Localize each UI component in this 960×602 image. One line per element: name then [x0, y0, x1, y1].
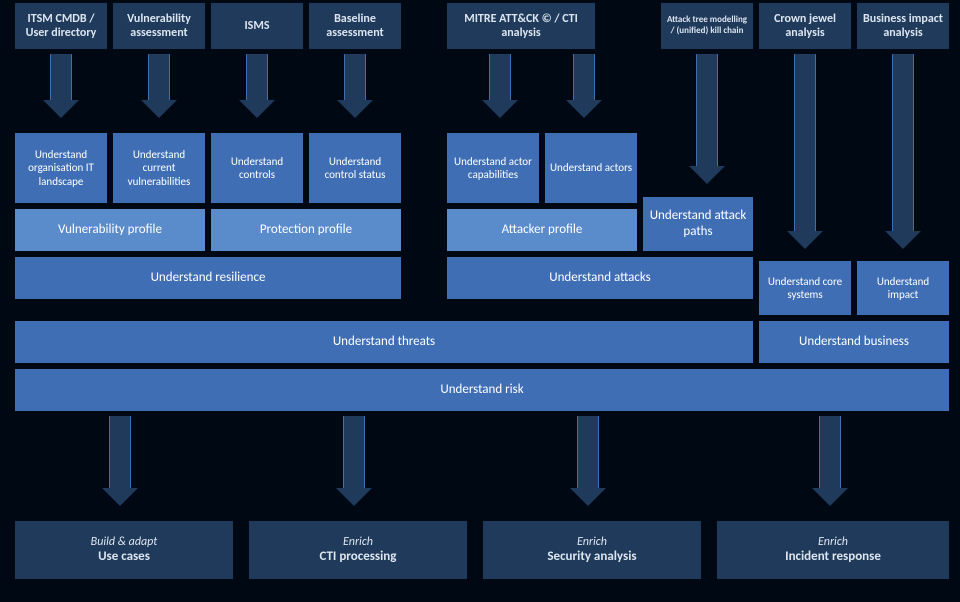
- output-o4: EnrichIncident response: [716, 520, 950, 580]
- arrow-bottom-0: [102, 416, 138, 506]
- top-header-h1: ITSM CMDB / User directory: [14, 2, 108, 50]
- arrow-top-0: [43, 54, 79, 118]
- tb-tb2: Understand business: [758, 320, 950, 364]
- arrow-top-6: [689, 54, 725, 184]
- output-o1: Build & adaptUse cases: [14, 520, 234, 580]
- profile-p3: Attacker profile: [446, 208, 638, 252]
- arrow-bottom-2: [570, 416, 606, 506]
- understand-u3: Understand controls: [210, 132, 304, 204]
- core-ci2: Understand impact: [856, 260, 950, 316]
- arrow-top-4: [482, 54, 518, 118]
- understand-u2: Understand current vulnerabilities: [112, 132, 206, 204]
- top-header-h4: Baseline assessment: [308, 2, 402, 50]
- understand-u5: Understand actor capabilities: [446, 132, 540, 204]
- top-header-h7: Crown jewel analysis: [758, 2, 852, 50]
- arrow-top-5: [566, 54, 602, 118]
- understand-u4: Understand control status: [308, 132, 402, 204]
- arrow-top-2: [239, 54, 275, 118]
- arrow-top-8: [885, 54, 921, 249]
- arrow-top-3: [337, 54, 373, 118]
- arrow-bottom-1: [336, 416, 372, 506]
- understand-u6: Understand actors: [544, 132, 638, 204]
- arrow-top-7: [787, 54, 823, 249]
- output-o2: EnrichCTI processing: [248, 520, 468, 580]
- ra-ra2: Understand attacks: [446, 256, 754, 300]
- core-ci1: Understand core systems: [758, 260, 852, 316]
- risk-rk1: Understand risk: [14, 368, 950, 412]
- ra-ra1: Understand resilience: [14, 256, 402, 300]
- arrow-bottom-3: [812, 416, 848, 506]
- profile-p2: Protection profile: [210, 208, 402, 252]
- understand-u1: Understand organisation IT landscape: [14, 132, 108, 204]
- profile-p4: Understand attack paths: [642, 196, 754, 252]
- profile-p1: Vulnerability profile: [14, 208, 206, 252]
- top-header-h6: Attack tree modelling / (unified) kill c…: [660, 2, 754, 50]
- arrow-top-1: [141, 54, 177, 118]
- top-header-h5: MITRE ATT&CK © / CTI analysis: [446, 2, 596, 50]
- output-o3: EnrichSecurity analysis: [482, 520, 702, 580]
- top-header-h2: Vulnerability assessment: [112, 2, 206, 50]
- tb-tb1: Understand threats: [14, 320, 754, 364]
- top-header-h3: ISMS: [210, 2, 304, 50]
- top-header-h8: Business impact analysis: [856, 2, 950, 50]
